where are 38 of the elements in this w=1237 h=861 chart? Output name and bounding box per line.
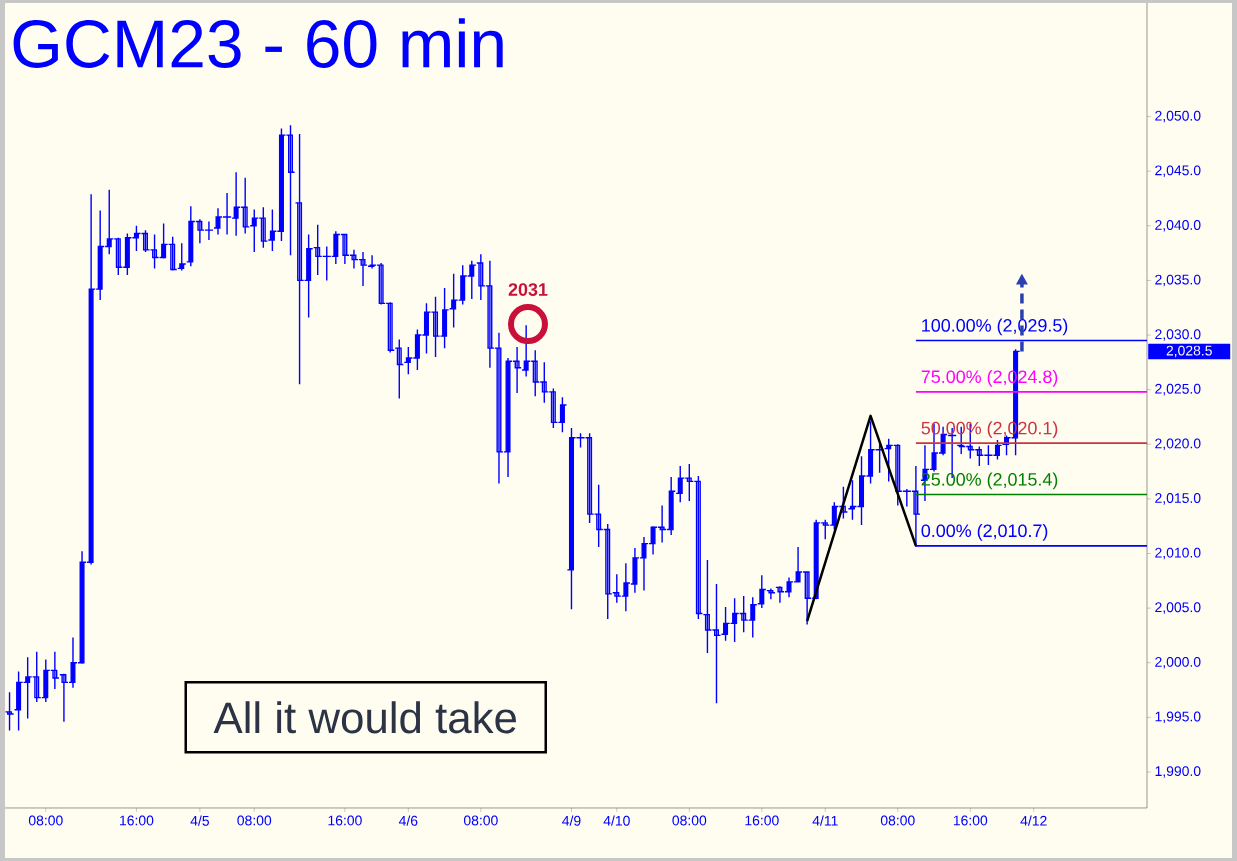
x-tick-label: 16:00 [120,815,154,826]
y-tick-label: 1,990.0 [1155,766,1201,778]
y-tick-label: 2,005.0 [1155,602,1201,614]
y-tick-label: 2,025.0 [1155,383,1201,396]
x-tick-label: 16:00 [328,815,362,826]
ref-line-label: 0.00% (2,010.7) [921,523,1048,541]
x-tick-label: 08:00 [237,815,272,826]
x-tick-label: 4/6 [398,815,418,826]
candlestick [766,587,776,601]
x-tick-label: 16:00 [953,815,988,826]
x-tick-label: 16:00 [745,815,779,826]
y-tick-label: 1,995.0 [1155,711,1201,724]
x-tick-label: 4/11 [812,815,838,826]
candlestick [176,242,187,272]
x-tick-label: 08:00 [672,815,707,826]
x-tick-label: 08:00 [28,815,63,826]
x-tick-label: 4/10 [603,815,630,826]
x-tick-label: 4/9 [562,815,581,826]
y-tick-label: 2,010.0 [1155,547,1201,560]
x-tick-label: 08:00 [463,815,498,826]
chart-title: GCM23 - 60 min [13,18,503,68]
candlestick [757,574,767,609]
y-tick-label: 2,020.0 [1155,438,1201,451]
x-tick-label: 4/5 [190,815,209,826]
annotation: All it would take [213,701,516,734]
y-tick-label: 2,015.0 [1155,493,1201,505]
y-tick-label: 2,035.0 [1155,274,1201,287]
ref-line-label: 100.00% (2,029.5) [922,318,1068,336]
y-tick-label: 2,050.0 [1155,110,1201,123]
y-tick-label: 2,045.0 [1155,165,1201,177]
candlestick [394,338,405,400]
y-tick-label: 2,040.0 [1155,220,1201,232]
y-tick-label: 2,000.0 [1155,656,1201,669]
annotation: 2031 [508,283,548,296]
y-tick-label: 2,030.0 [1155,329,1201,341]
x-tick-label: 4/12 [1020,815,1047,826]
text: 2,028.5 [1166,345,1212,358]
x-tick-label: 08:00 [880,815,915,826]
